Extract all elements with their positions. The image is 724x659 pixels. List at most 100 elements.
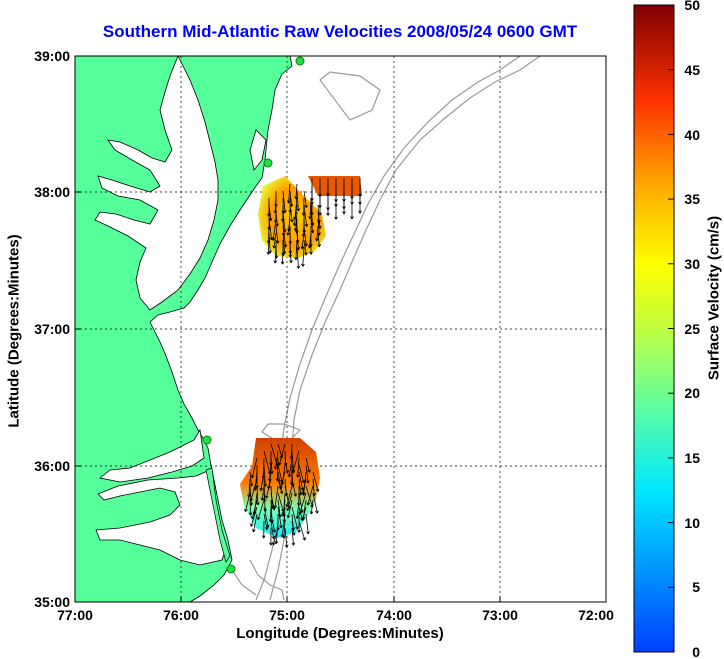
- velocity-arrow: [289, 246, 293, 264]
- y-tick-marks: [75, 55, 81, 603]
- velocity-arrow: [342, 194, 346, 215]
- velocity-arrow: [289, 204, 294, 223]
- velocity-arrow: [257, 499, 265, 520]
- delaware-inlet: [249, 129, 267, 171]
- y-tick-label: 37:00: [34, 321, 70, 337]
- velocity-arrow: [303, 190, 308, 208]
- velocity-arrow: [298, 492, 307, 515]
- colorbar: [633, 4, 675, 653]
- velocity-arrow: [269, 527, 273, 546]
- colorbar-tick-label: 0: [692, 644, 700, 659]
- colorbar-tick-label: 25: [684, 321, 700, 337]
- velocity-arrow: [266, 239, 271, 255]
- colorbar-tick-label: 10: [684, 515, 700, 531]
- radar-station-marker: [295, 56, 305, 66]
- velocity-arrow: [297, 513, 301, 533]
- velocity-arrow: [296, 457, 300, 478]
- velocity-arrow: [300, 232, 305, 250]
- velocity-arrow: [277, 506, 283, 529]
- y-tick-label: 38:00: [34, 184, 70, 200]
- velocity-arrow: [272, 232, 277, 249]
- x-tick-marks: [74, 596, 607, 602]
- radar-station-marker: [226, 564, 236, 574]
- x-tick-label: 73:00: [482, 607, 518, 623]
- velocity-arrow: [260, 485, 265, 501]
- velocity-arrow: [270, 513, 277, 533]
- velocity-arrow: [309, 239, 313, 255]
- y-tick-label: 36:00: [34, 458, 70, 474]
- radar-station-marker: [263, 158, 273, 168]
- velocity-arrow: [287, 457, 293, 478]
- colorbar-tick-label: 15: [684, 450, 700, 466]
- colorbar-tick-label: 45: [684, 62, 700, 78]
- y-tick-label: 39:00: [34, 48, 70, 64]
- velocity-arrow: [294, 239, 298, 261]
- velocity-arrow: [275, 211, 279, 227]
- velocity-arrow: [350, 194, 354, 220]
- velocity-arrow: [358, 194, 362, 214]
- colorbar-tick-label: 30: [684, 256, 700, 272]
- velocity-arrow: [291, 478, 298, 497]
- x-tick-label: 74:00: [376, 607, 412, 623]
- velocity-arrow: [315, 225, 319, 242]
- velocity-arrow: [318, 194, 322, 216]
- velocity-arrow: [250, 506, 258, 527]
- velocity-arrow: [272, 527, 279, 546]
- velocity-arrow: [279, 471, 286, 489]
- velocity-arrow: [305, 464, 310, 484]
- velocity-arrow: [259, 471, 265, 491]
- velocity-arrow: [326, 194, 330, 216]
- velocity-arrow: [291, 506, 299, 530]
- velocity-arrow: [301, 478, 307, 495]
- velocity-arrows: [244, 178, 362, 548]
- colorbar-tick-label: 50: [684, 0, 700, 13]
- x-tick-label: 77:00: [57, 607, 93, 623]
- velocity-arrow: [263, 513, 269, 530]
- velocity-arrow: [270, 520, 276, 540]
- velocity-arrow: [291, 527, 296, 546]
- velocity-arrow: [303, 204, 309, 227]
- velocity-arrow: [309, 499, 314, 515]
- velocity-arrow: [282, 520, 286, 539]
- x-tick-label: 72:00: [578, 607, 614, 623]
- velocity-arrow: [310, 194, 314, 216]
- colorbar-tick-marks: [668, 4, 674, 653]
- velocity-arrow: [244, 492, 251, 512]
- velocity-arrow: [291, 450, 300, 473]
- chesapeake-bay: [94, 56, 219, 311]
- velocity-arrow: [271, 218, 277, 241]
- velocity-arrow: [296, 246, 301, 269]
- velocity-arrow: [273, 485, 279, 509]
- velocity-arrow: [312, 492, 319, 514]
- y-tick-label: 35:00: [34, 594, 70, 610]
- outer-banks: [205, 467, 231, 563]
- velocity-arrow: [317, 232, 321, 248]
- velocity-arrow: [334, 194, 338, 220]
- velocity-arrow: [286, 499, 293, 519]
- velocity-arrow: [298, 464, 306, 484]
- velocity-arrow: [301, 246, 305, 267]
- x-tick-label: 75:00: [269, 607, 305, 623]
- chart-title: Southern Mid-Atlantic Raw Velocities 200…: [102, 22, 578, 41]
- velocity-arrow: [286, 218, 291, 236]
- velocity-arrow: [312, 471, 320, 492]
- radar-station-marker: [202, 435, 212, 445]
- velocity-arrow: [261, 520, 266, 539]
- velocity-arrow: [284, 527, 289, 548]
- velocity-arrow: [250, 457, 258, 479]
- velocity-arrow: [248, 499, 253, 516]
- velocity-arrow: [278, 443, 286, 466]
- velocity-arrow: [280, 246, 285, 265]
- velocity-arrow: [249, 471, 254, 487]
- velocity-arrow: [285, 485, 293, 508]
- velocity-arrow: [286, 492, 293, 512]
- velocity-arrow: [295, 499, 300, 520]
- colorbar-tick-label: 20: [684, 385, 700, 401]
- x-tick-label: 76:00: [163, 607, 199, 623]
- colorbar-tick-label: 35: [684, 191, 700, 207]
- velocity-arrow: [301, 506, 307, 522]
- colorbar-tick-label: 5: [692, 579, 700, 595]
- velocity-arrow: [303, 239, 308, 256]
- x-axis-label: Longitude (Degrees:Minutes): [236, 625, 444, 642]
